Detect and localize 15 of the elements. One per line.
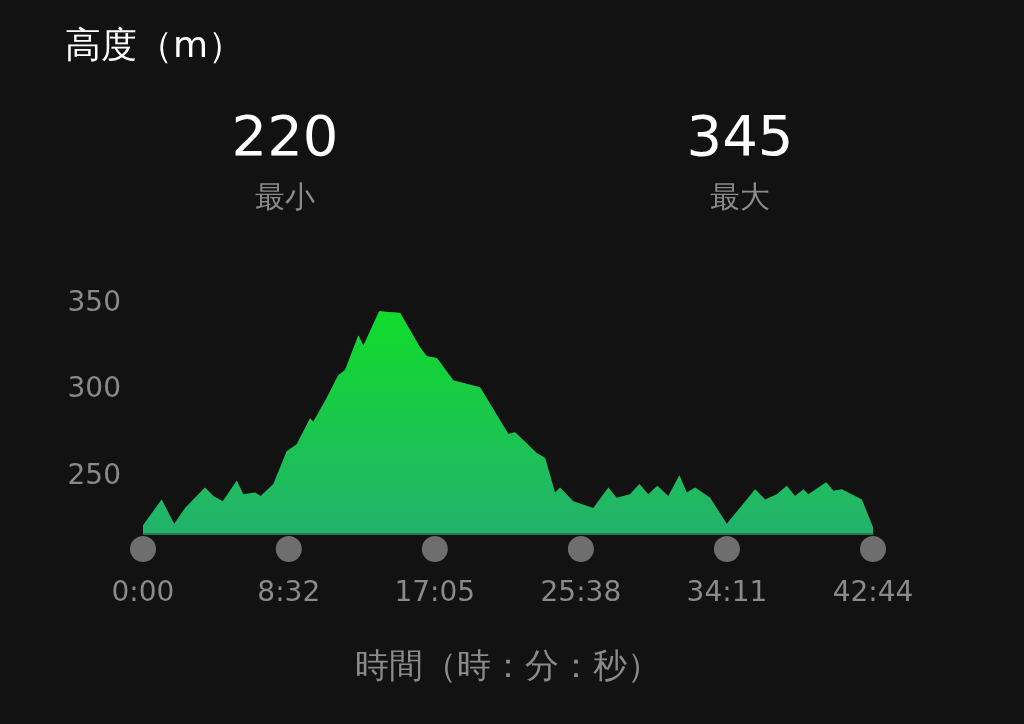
xlabel: 時間（時：分：秒）	[355, 645, 661, 685]
annotation: 最大	[710, 179, 770, 214]
annotation: 最小	[255, 179, 315, 214]
xtick: 0:00	[111, 575, 175, 608]
ytick: 250	[67, 457, 121, 491]
xtick: 42:44	[832, 575, 914, 608]
xtick: 17:05	[394, 575, 476, 608]
xtick: 34:11	[686, 575, 768, 608]
ytick: 350	[67, 285, 121, 318]
annotation: 345	[686, 103, 794, 168]
xtick: 8:32	[257, 575, 321, 608]
ytick: 300	[67, 371, 121, 405]
title: 高度（m）	[65, 24, 245, 65]
annotation: 220	[231, 103, 339, 168]
xtick: 25:38	[540, 575, 622, 608]
